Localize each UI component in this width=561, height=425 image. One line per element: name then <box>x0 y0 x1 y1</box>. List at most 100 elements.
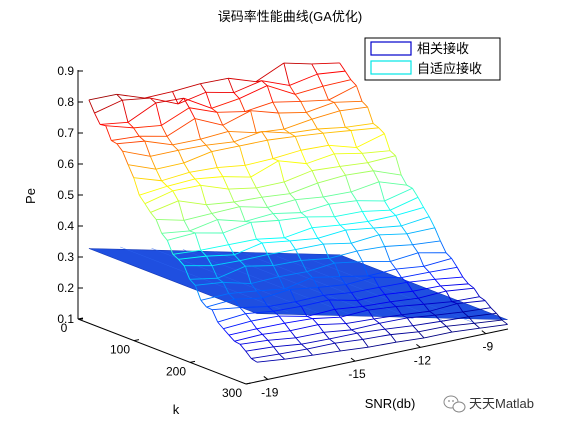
adaptive-mesh-segment <box>229 335 235 341</box>
adaptive-mesh-segment <box>139 195 145 203</box>
adaptive-mesh-segment <box>452 297 480 302</box>
adaptive-mesh-segment <box>223 177 229 189</box>
adaptive-mesh-segment <box>307 217 313 228</box>
adaptive-mesh-segment <box>401 217 429 226</box>
adaptive-mesh-segment <box>329 100 335 102</box>
adaptive-mesh-segment <box>245 102 273 111</box>
adaptive-mesh-segment <box>368 215 396 221</box>
adaptive-mesh-segment <box>200 131 228 139</box>
adaptive-mesh-segment <box>441 286 447 291</box>
adaptive-mesh-segment <box>117 144 123 151</box>
adaptive-mesh-segment <box>379 235 385 247</box>
adaptive-mesh-segment <box>318 183 324 197</box>
adaptive-mesh-segment <box>340 166 346 175</box>
adaptive-mesh-segment <box>362 153 368 162</box>
adaptive-mesh-segment <box>295 133 323 136</box>
adaptive-mesh-segment <box>256 188 262 197</box>
adaptive-mesh-segment <box>373 228 379 235</box>
snr-axis-label: SNR(db) <box>365 396 416 411</box>
adaptive-mesh-segment <box>234 197 262 202</box>
adaptive-mesh-segment <box>474 323 480 328</box>
adaptive-mesh-segment <box>306 164 312 171</box>
adaptive-mesh-segment <box>195 177 223 179</box>
adaptive-mesh-segment <box>290 183 318 194</box>
adaptive-mesh-segment <box>162 181 168 187</box>
adaptive-mesh-segment <box>234 81 262 93</box>
adaptive-mesh-segment <box>401 175 407 185</box>
adaptive-mesh-segment <box>172 84 200 92</box>
adaptive-mesh-segment <box>223 125 229 131</box>
adaptive-mesh-segment <box>228 78 234 92</box>
adaptive-mesh-segment <box>362 101 368 107</box>
chart-title: 误码率性能曲线(GA优化) <box>218 9 362 24</box>
adaptive-mesh-segment <box>474 288 480 297</box>
adaptive-mesh-segment <box>178 201 184 221</box>
adaptive-mesh-segment <box>167 136 173 145</box>
adaptive-mesh-segment <box>290 194 296 200</box>
adaptive-mesh-segment <box>267 86 273 103</box>
adaptive-mesh-segment <box>195 179 201 185</box>
adaptive-mesh-segment <box>279 316 285 323</box>
snr-ticks: -19-15-12-9 <box>261 331 493 400</box>
adaptive-mesh-segment <box>312 171 318 183</box>
adaptive-mesh-segment <box>150 156 156 169</box>
adaptive-mesh-segment <box>184 163 190 172</box>
adaptive-mesh-segment <box>435 228 441 241</box>
adaptive-mesh-segment <box>206 145 212 151</box>
adaptive-mesh-segment <box>295 197 323 200</box>
adaptive-mesh-segment <box>128 165 134 178</box>
adaptive-mesh-segment <box>312 225 340 228</box>
adaptive-mesh-segment <box>318 325 324 333</box>
adaptive-mesh-segment <box>234 202 240 207</box>
adaptive-mesh-segment <box>162 231 190 233</box>
adaptive-mesh-segment <box>279 217 307 220</box>
adaptive-mesh-segment <box>424 332 452 338</box>
adaptive-mesh-segment <box>290 325 318 331</box>
adaptive-mesh-segment <box>373 123 379 127</box>
watermark: 天天Matlab <box>444 396 534 412</box>
adaptive-mesh-segment <box>279 161 285 182</box>
z-tick-label: 0.6 <box>57 157 74 171</box>
adaptive-mesh-segment <box>161 125 167 136</box>
adaptive-mesh-segment <box>284 238 290 241</box>
adaptive-mesh-segment <box>323 133 329 145</box>
adaptive-mesh-segment <box>235 341 241 344</box>
adaptive-mesh-segment <box>340 276 368 277</box>
adaptive-mesh-segment <box>318 230 346 238</box>
k-tick-mark <box>134 340 139 341</box>
adaptive-mesh-segment <box>345 123 373 127</box>
adaptive-mesh-segment <box>156 169 162 181</box>
adaptive-mesh-segment <box>245 165 251 177</box>
adaptive-mesh-segment <box>218 322 224 329</box>
snr-tick-mark <box>264 376 268 379</box>
adaptive-mesh-segment <box>217 112 223 125</box>
adaptive-mesh-segment <box>267 136 295 140</box>
adaptive-mesh-segment <box>385 247 391 262</box>
snr-tick-label: -19 <box>261 385 279 399</box>
adaptive-mesh-segment <box>207 307 213 310</box>
adaptive-mesh-segment <box>285 355 313 359</box>
adaptive-mesh-segment <box>156 219 162 233</box>
adaptive-mesh-segment <box>429 267 457 272</box>
adaptive-mesh-segment <box>195 233 201 250</box>
adaptive-mesh-segment <box>390 210 396 215</box>
legend: 相关接收 自适应接收 <box>365 38 500 80</box>
adaptive-mesh-segment <box>162 172 190 180</box>
adaptive-mesh-segment <box>418 332 424 338</box>
adaptive-mesh-segment <box>345 171 373 175</box>
adaptive-mesh-segment <box>212 310 218 322</box>
adaptive-mesh-segment <box>312 63 340 64</box>
adaptive-mesh-segment <box>296 338 302 344</box>
adaptive-mesh-segment <box>385 329 391 334</box>
adaptive-mesh-segment <box>173 145 179 151</box>
adaptive-mesh-segment <box>301 213 307 217</box>
adaptive-mesh-segment <box>346 324 352 330</box>
legend-label-adapt: 自适应接收 <box>417 61 482 76</box>
adaptive-mesh-segment <box>379 323 385 329</box>
adaptive-mesh-segment <box>151 201 179 213</box>
adaptive-mesh-segment <box>212 146 240 152</box>
adaptive-mesh-segment <box>189 108 195 119</box>
adaptive-mesh-segment <box>334 217 340 225</box>
adaptive-mesh-segment <box>323 86 329 100</box>
